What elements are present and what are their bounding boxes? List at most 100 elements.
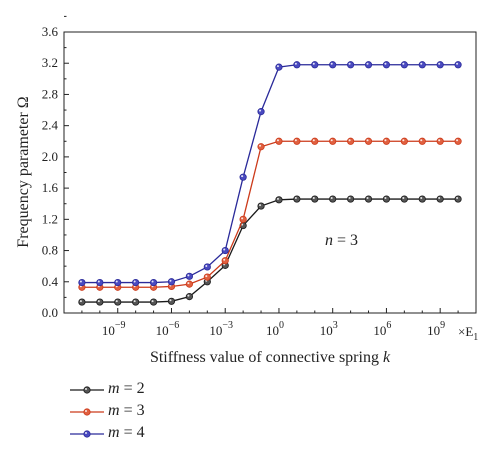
legend-marker-highlight: [85, 388, 87, 390]
data-point-highlight: [438, 62, 441, 65]
x-axis-variable: k: [383, 349, 391, 366]
data-point-highlight: [348, 62, 351, 65]
data-point: [293, 195, 301, 203]
data-point: [257, 143, 265, 151]
x-tick-label: 100: [266, 320, 284, 338]
data-point-highlight: [223, 248, 226, 251]
data-point: [329, 137, 337, 145]
axis-ticks: 0.0 0.4 0.8 1.2 1.6 2.0 2.4 2.8 3.2 3.6 10−9 10−6 10…: [42, 15, 459, 338]
data-point-highlight: [348, 139, 351, 142]
data-point: [454, 137, 462, 145]
data-point-highlight: [456, 197, 459, 200]
data-point: [436, 137, 444, 145]
data-point-highlight: [259, 204, 262, 207]
data-point-highlight: [205, 264, 208, 267]
data-point-highlight: [330, 197, 333, 200]
data-point-highlight: [402, 197, 405, 200]
data-point: [347, 137, 355, 145]
data-point: [329, 61, 337, 69]
data-point: [382, 61, 391, 69]
data-point: [364, 61, 373, 69]
x-tick-label: 106: [373, 320, 391, 338]
data-point: [311, 61, 319, 69]
series-layer: [78, 61, 462, 306]
legend-marker-highlight: [85, 432, 87, 434]
data-point: [293, 61, 301, 69]
annotation-variable: n: [325, 232, 333, 249]
x-axis-unit: ×E1: [458, 324, 478, 343]
legend-marker: [83, 408, 91, 416]
y-tick-label: 2.0: [42, 149, 58, 164]
data-point-highlight: [169, 279, 172, 282]
data-point-highlight: [294, 62, 297, 65]
data-point: [418, 61, 426, 69]
x-tick-exponent: 9: [440, 320, 445, 331]
data-point-highlight: [384, 197, 387, 200]
plot-area: [63, 31, 477, 314]
data-point-highlight: [205, 275, 208, 278]
data-point-highlight: [151, 280, 154, 283]
data-point: [185, 280, 193, 288]
x-tick-label: 10−9: [102, 320, 126, 338]
x-tick-exponent: 3: [333, 320, 338, 331]
data-point-highlight: [420, 139, 423, 142]
data-point-highlight: [276, 65, 279, 68]
y-tick-label: 1.2: [42, 211, 58, 226]
data-point-highlight: [187, 274, 190, 277]
legend-label-m2: m = 2: [108, 380, 145, 397]
series-m=3: [78, 137, 462, 291]
data-point: [436, 61, 444, 69]
y-tick-label: 0.4: [42, 274, 59, 289]
x-axis-unit-subscript: 1: [473, 332, 478, 343]
series-line: [81, 140, 459, 288]
x-tick-label: 109: [427, 320, 445, 338]
legend-swatch-m4: [70, 430, 104, 438]
data-point-highlight: [366, 62, 369, 65]
data-point-highlight: [330, 62, 333, 65]
legend-marker: [83, 386, 91, 394]
data-point-highlight: [366, 197, 369, 200]
data-point-highlight: [420, 62, 423, 65]
chart-canvas: 0.00.40.81.21.62.02.42.83.23.610−9 10−6 10…: [15, 15, 478, 366]
series-line: [81, 198, 459, 303]
data-point: [203, 263, 211, 271]
data-point: [436, 195, 444, 203]
data-point-highlight: [348, 197, 351, 200]
data-point-highlight: [384, 62, 387, 65]
data-point: [382, 195, 391, 203]
series-m=4: [78, 61, 462, 287]
legend-item-m2: m = 2: [70, 380, 270, 402]
data-point: [257, 202, 265, 210]
data-point-highlight: [223, 258, 226, 261]
y-tick-label: 2.8: [42, 86, 58, 101]
x-tick-exponent: −3: [222, 320, 233, 331]
data-point: [221, 257, 229, 265]
legend-label-m4: m = 4: [108, 424, 145, 441]
data-point: [167, 278, 176, 286]
data-point-highlight: [79, 280, 82, 283]
y-tick-label: 3.2: [42, 55, 58, 70]
data-point-highlight: [456, 139, 459, 142]
legend: m = 2 m = 3 m = 4: [70, 380, 270, 446]
data-point: [114, 298, 122, 306]
data-point: [275, 196, 283, 204]
data-point: [239, 173, 247, 181]
data-point: [275, 137, 283, 145]
data-point: [454, 61, 462, 69]
data-point: [257, 108, 265, 116]
data-point: [203, 273, 211, 281]
legend-item-m4: m = 4: [70, 424, 270, 446]
y-tick-label: 0.0: [42, 305, 58, 320]
data-point: [293, 137, 301, 145]
series-line: [81, 64, 459, 284]
data-point-highlight: [402, 62, 405, 65]
legend-item-m3: m = 3: [70, 402, 270, 424]
legend-swatch-m2: [70, 386, 104, 394]
y-tick-label: 2.4: [42, 118, 59, 133]
data-point: [311, 137, 319, 145]
data-point-highlight: [294, 139, 297, 142]
data-point: [239, 215, 247, 223]
data-point: [149, 298, 158, 306]
y-tick-label: 0.8: [42, 243, 58, 258]
data-point-highlight: [169, 299, 172, 302]
